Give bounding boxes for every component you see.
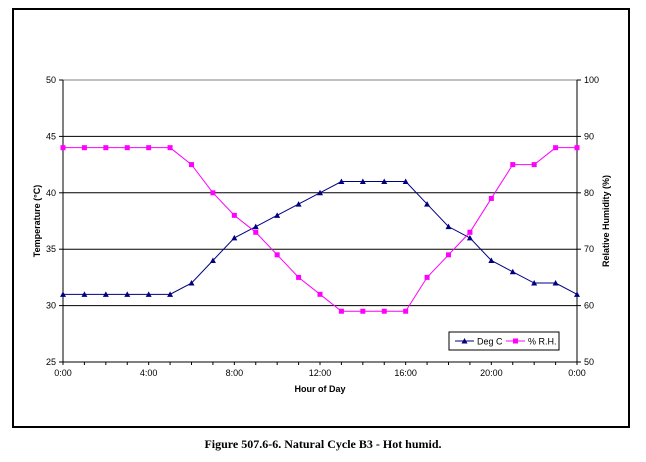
y2-tick-label: 90 — [584, 131, 594, 141]
point-rh — [253, 229, 259, 235]
point-rh — [60, 145, 66, 151]
point-rh — [189, 162, 194, 168]
y-tick-label: 25 — [46, 357, 56, 367]
y2-tick-label: 80 — [584, 188, 594, 198]
point-deg-c — [231, 234, 238, 241]
point-rh — [553, 145, 559, 151]
point-rh — [446, 252, 451, 258]
point-rh — [296, 274, 302, 280]
point-rh — [403, 308, 409, 314]
point-deg-c — [124, 291, 131, 297]
x-tick-label: 0:00 — [568, 368, 586, 378]
point-deg-c — [209, 257, 216, 263]
point-deg-c — [359, 178, 366, 185]
legend-box — [448, 331, 560, 351]
y2-tick-label: 60 — [584, 301, 594, 311]
x-tick-label: 4:00 — [140, 368, 158, 378]
chart-frame: 25 30 35 40 45 50 50 60 70 80 90 100 0:00 4:00 8:00 12:… — [12, 8, 630, 428]
point-deg-c — [509, 268, 516, 275]
point-deg-c — [574, 291, 580, 297]
point-deg-c — [488, 257, 495, 263]
point-deg-c — [60, 291, 66, 297]
plot-area — [62, 79, 578, 363]
y-tick-label: 40 — [46, 188, 56, 198]
point-rh — [381, 308, 387, 314]
point-rh — [103, 145, 109, 151]
point-rh — [167, 145, 173, 151]
point-rh — [124, 145, 130, 151]
point-rh — [488, 195, 494, 201]
point-deg-c — [102, 291, 109, 297]
point-deg-c — [188, 280, 195, 286]
point-deg-c — [338, 178, 345, 185]
point-deg-c — [424, 201, 431, 207]
y-tick-label: 45 — [46, 131, 56, 141]
point-rh — [510, 162, 516, 168]
y2-tick-label: 100 — [584, 75, 599, 85]
y2-tick-label: 70 — [584, 244, 594, 254]
point-deg-c — [445, 223, 452, 230]
point-rh — [81, 145, 87, 151]
point-deg-c — [552, 280, 559, 286]
point-deg-c — [274, 212, 281, 218]
point-deg-c — [402, 178, 409, 185]
point-rh — [424, 274, 430, 280]
point-rh — [467, 229, 473, 235]
point-rh — [231, 212, 237, 218]
point-deg-c — [531, 280, 538, 286]
y2-axis-title: Relative Humidity (%) — [601, 175, 611, 267]
point-deg-c — [317, 189, 323, 196]
point-rh — [338, 308, 344, 314]
x-tick-label: 0:00 — [54, 368, 72, 378]
y-tick-label: 35 — [46, 244, 56, 254]
x-tick-label: 12:00 — [309, 368, 332, 378]
tick-labels: 25 30 35 40 45 50 50 60 70 80 90 100 0:00 4:00 8:00 12:… — [46, 75, 599, 378]
x-tick-label: 16:00 — [394, 368, 417, 378]
point-deg-c — [466, 234, 473, 241]
y-tick-label: 30 — [46, 301, 56, 311]
point-rh — [210, 190, 216, 196]
legend-rh-label: % R.H. — [528, 337, 557, 347]
point-deg-c — [167, 291, 174, 297]
legend-deg-c-label: Deg C — [477, 337, 503, 347]
point-rh — [317, 291, 323, 297]
point-deg-c — [381, 178, 388, 185]
legend-deg-c-marker — [461, 338, 468, 344]
point-deg-c — [252, 223, 259, 230]
y2-tick-label: 50 — [584, 357, 594, 367]
x-axis-title: Hour of Day — [294, 384, 345, 394]
y-tick-label: 50 — [46, 75, 56, 85]
axes — [59, 79, 581, 365]
x-tick-label: 8:00 — [226, 368, 244, 378]
point-deg-c — [145, 291, 152, 297]
figure-caption: Figure 507.6-6. Natural Cycle B3 - Hot h… — [204, 437, 442, 451]
point-deg-c — [81, 291, 88, 297]
series-layer — [60, 145, 580, 314]
legend: Deg C % R.H. — [448, 331, 560, 351]
y-axis-title: Temperature (°C) — [32, 185, 42, 257]
point-deg-c — [295, 201, 302, 207]
point-rh — [360, 308, 366, 314]
chart: 25 30 35 40 45 50 50 60 70 80 90 100 0:00 4:00 8:00 12:… — [32, 75, 611, 394]
legend-rh-marker — [513, 338, 518, 344]
point-rh — [574, 145, 580, 151]
point-rh — [274, 252, 280, 258]
point-rh — [531, 162, 537, 168]
point-rh — [146, 145, 152, 151]
x-tick-label: 20:00 — [480, 368, 503, 378]
